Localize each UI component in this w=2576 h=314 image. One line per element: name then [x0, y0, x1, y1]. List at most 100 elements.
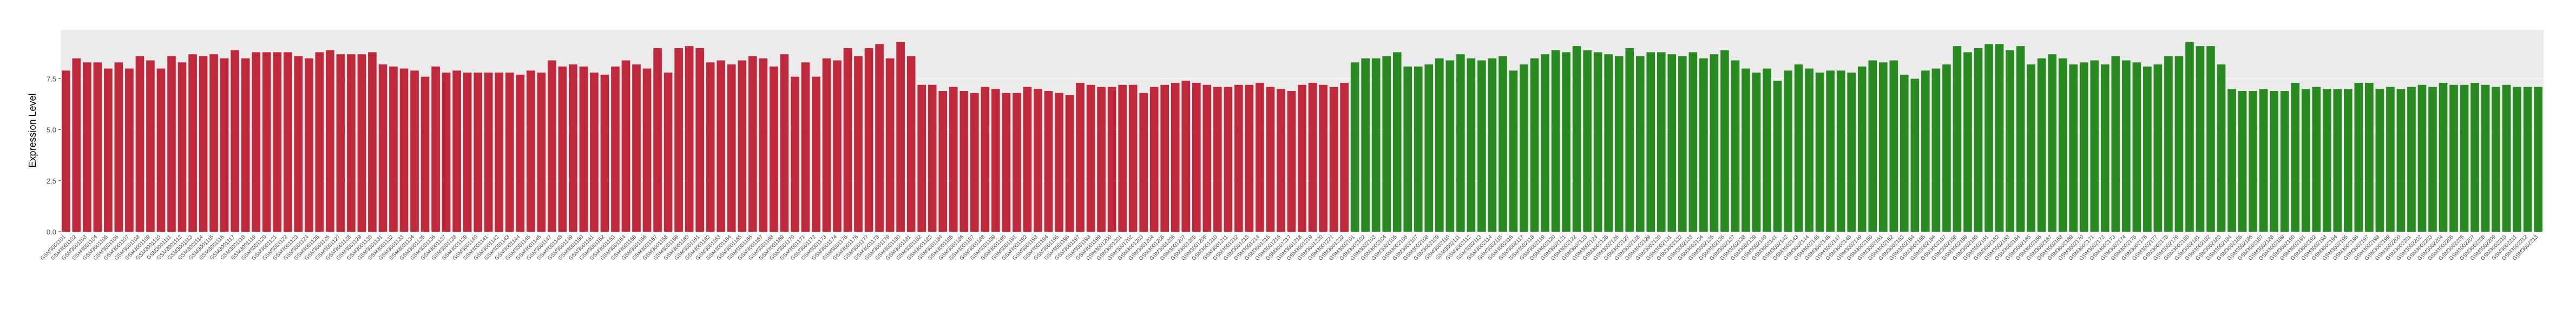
bar: [2523, 87, 2532, 232]
bar: [1371, 58, 1381, 232]
y-axis-label: Expression Level: [27, 93, 38, 167]
bar: [1340, 82, 1349, 232]
bar: [1868, 60, 1877, 232]
bar: [61, 70, 70, 232]
bar: [621, 60, 630, 232]
bar: [357, 54, 366, 232]
bar: [1287, 91, 1296, 232]
bar: [135, 56, 144, 232]
bar: [1245, 84, 1254, 232]
bar: [431, 66, 440, 232]
bar: [727, 64, 736, 232]
bar: [2481, 84, 2490, 232]
bar: [2206, 46, 2215, 232]
bar: [1593, 52, 1602, 232]
bar: [1424, 64, 1434, 232]
bar: [748, 56, 757, 232]
bar: [1234, 84, 1243, 232]
bar: [2185, 42, 2194, 232]
bar: [2270, 91, 2278, 232]
bar: [1065, 95, 1074, 232]
bar: [420, 76, 430, 232]
bar: [474, 73, 482, 232]
bar: [738, 60, 747, 232]
bar: [114, 62, 123, 232]
bar: [1699, 58, 1708, 232]
bar: [283, 52, 292, 232]
bar: [960, 91, 969, 232]
bar: [336, 54, 345, 232]
bar: [2238, 91, 2247, 232]
bar: [1784, 70, 1792, 232]
bar: [770, 66, 778, 232]
bar: [991, 89, 1000, 232]
bar: [579, 66, 588, 232]
bar: [1752, 73, 1761, 232]
bar: [1002, 93, 1011, 232]
bar: [2037, 58, 2046, 232]
bar: [1097, 87, 1106, 232]
bar: [1847, 73, 1856, 232]
bar: [1160, 84, 1169, 232]
bar: [1942, 64, 1951, 232]
bar: [1149, 87, 1159, 232]
bar: [1889, 60, 1898, 232]
bar: [1013, 93, 1021, 232]
bar: [452, 70, 461, 232]
bar: [2344, 89, 2352, 232]
bar: [2449, 84, 2458, 232]
bar: [1995, 44, 2004, 232]
bar: [1477, 60, 1486, 232]
bar: [304, 58, 313, 232]
bar: [1350, 62, 1359, 232]
bar: [2132, 62, 2141, 232]
bar: [2470, 82, 2479, 232]
bar: [1277, 89, 1285, 232]
bar: [410, 70, 419, 232]
bar: [1731, 60, 1740, 232]
bar: [653, 48, 662, 232]
bar: [706, 62, 715, 232]
bar: [146, 60, 155, 232]
bar: [2396, 89, 2406, 232]
bar: [1794, 64, 1803, 232]
bar: [2249, 91, 2257, 232]
bar: [1055, 93, 1063, 232]
bar: [1181, 81, 1191, 232]
bar: [674, 48, 683, 232]
bar: [663, 73, 673, 232]
bar: [875, 44, 884, 232]
bar: [2079, 62, 2088, 232]
bar: [1107, 87, 1116, 232]
bar: [2492, 87, 2500, 232]
bar: [1118, 84, 1127, 232]
bar: [642, 68, 652, 232]
bar: [2058, 58, 2067, 232]
bar: [188, 54, 197, 232]
bar: [2365, 82, 2374, 232]
bar: [981, 87, 990, 232]
bar: [1530, 58, 1539, 232]
bar: [2534, 87, 2543, 232]
bar: [885, 58, 895, 232]
bar: [1445, 60, 1455, 232]
bar: [537, 73, 546, 232]
bar: [938, 91, 948, 232]
bar: [2111, 56, 2120, 232]
bar: [2407, 87, 2416, 232]
bar: [864, 48, 873, 232]
bar: [906, 56, 916, 232]
bar: [1551, 50, 1560, 232]
bar: [1604, 54, 1613, 232]
bar: [1953, 46, 1962, 232]
bar: [1857, 66, 1867, 232]
bar: [1403, 66, 1412, 232]
bar: [1382, 56, 1391, 232]
bar: [2122, 60, 2131, 232]
bar: [1044, 91, 1053, 232]
bar: [156, 68, 166, 232]
bar: [2174, 56, 2184, 232]
bar: [2280, 91, 2289, 232]
bar: [1900, 74, 1909, 232]
bar: [2016, 46, 2025, 232]
